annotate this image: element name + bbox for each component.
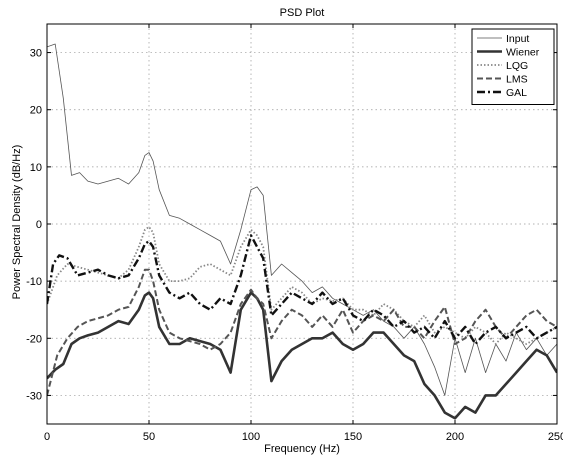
y-tick-label: 20 [30,105,42,117]
y-tick-label: 30 [30,48,42,60]
chart-title: PSD Plot [280,7,325,19]
series-line-lqg [47,226,557,345]
y-tick-label: -20 [26,333,42,345]
x-tick-label: 150 [344,431,362,443]
series-line-input [47,43,557,396]
legend-label: LMS [506,74,528,86]
legend-box [471,28,555,105]
legend-label: Input [506,33,529,45]
x-tick-label: 200 [446,431,464,443]
y-tick-label: -30 [26,390,42,402]
legend-label: GAL [506,87,527,99]
x-tick-label: 250 [548,431,563,443]
x-tick-label: 0 [44,431,50,443]
y-tick-label: 10 [30,162,42,174]
x-tick-label: 50 [143,431,155,443]
legend-label: Wiener [506,47,540,59]
series-layer [47,43,557,420]
grid [47,24,557,424]
x-axis-title: Frequency (Hz) [264,443,340,455]
series-line-lms [47,268,557,396]
x-tick-label: 100 [242,431,260,443]
series-line-wiener [47,291,557,420]
y-ticks: -30 -20 -10 0 10 20 30 [26,48,557,402]
series-line-gal [47,234,557,346]
y-axis-title: Power Spectral Density (dB/Hz) [11,145,23,300]
y-tick-label: -10 [26,276,42,288]
legend-label: LQG [506,60,528,72]
y-tick-label: 0 [36,219,42,231]
x-ticks: 0 50 100 150 200 250 [44,24,563,443]
